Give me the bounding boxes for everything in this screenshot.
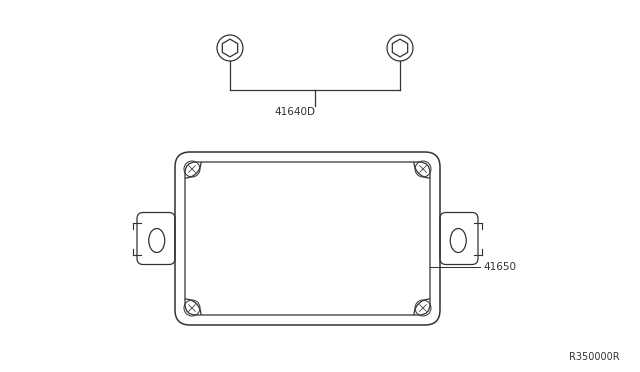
Text: R350000R: R350000R [570, 352, 620, 362]
Text: 41640D: 41640D [275, 107, 316, 117]
Text: 41650: 41650 [483, 262, 516, 272]
